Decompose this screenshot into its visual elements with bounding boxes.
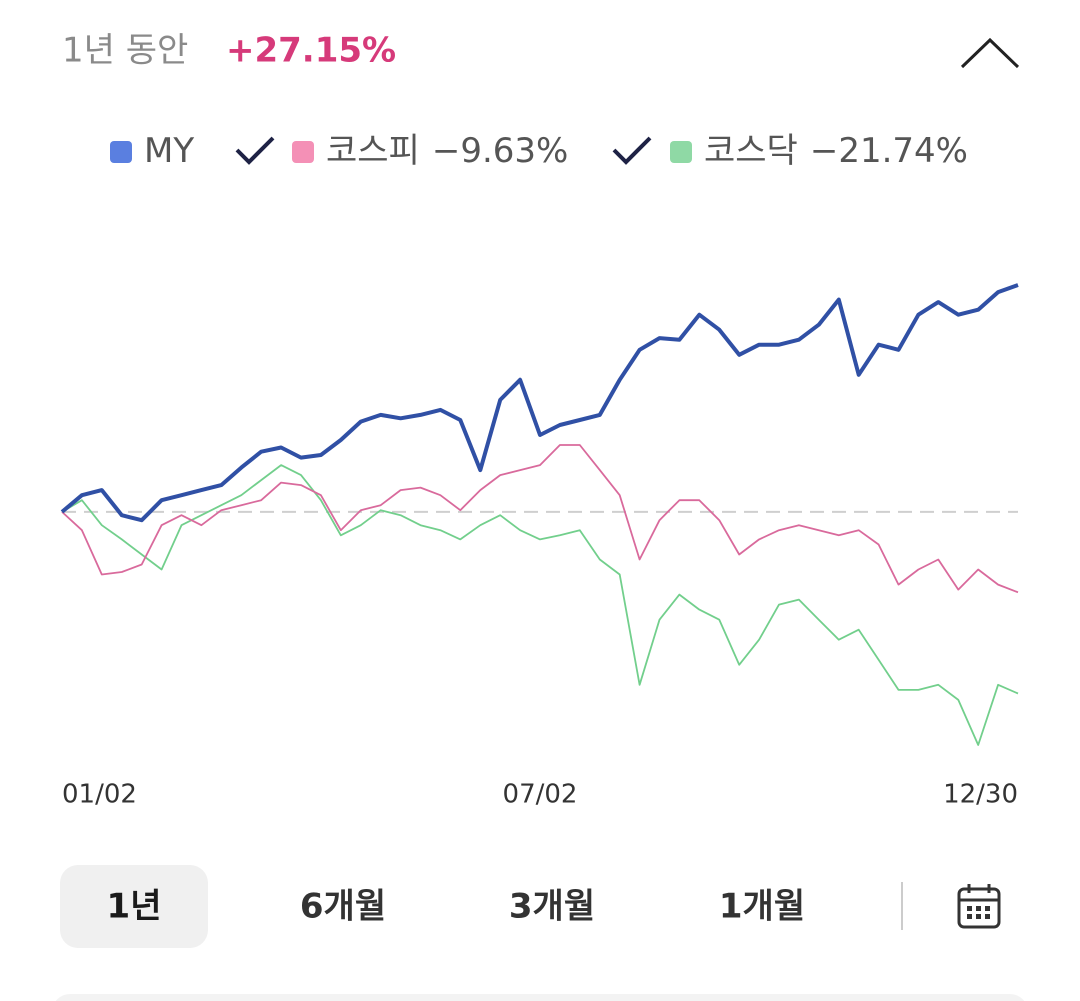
legend-swatch [110,141,132,163]
legend-label[interactable]: 코스닥 −21.74% [704,131,968,171]
legend-value: −9.63% [432,131,569,171]
series-line [60,283,1019,523]
x-tick-label: 12/30 [943,780,1018,810]
legend-value: −21.74% [810,131,968,171]
legend-name: 코스닥 [704,131,798,171]
legend-label[interactable]: 코스피 −9.63% [326,131,568,171]
period-label: 1년 동안 [62,31,188,71]
check-icon[interactable] [612,136,652,165]
legend-label[interactable]: MY [144,131,194,171]
period-button[interactable]: 1년 [107,887,162,927]
series-line [61,444,1019,594]
period-selected-bg [60,865,208,948]
change-label: +27.15% [226,31,396,71]
legend-swatch [670,141,692,163]
legend-swatch [292,141,314,163]
legend-name: MY [144,131,194,171]
calendar-icon[interactable] [957,884,1001,929]
check-icon[interactable] [235,136,275,165]
period-button[interactable]: 3개월 [509,887,595,927]
collapse-chevron[interactable] [960,37,1020,69]
x-tick-label: 07/02 [503,780,578,810]
series-line [61,464,1019,746]
period-button[interactable]: 1개월 [719,887,805,927]
legend-name: 코스피 [326,131,420,171]
period-button[interactable]: 6개월 [300,887,386,927]
x-tick-label: 01/02 [62,780,137,810]
next-card [55,994,1025,1001]
